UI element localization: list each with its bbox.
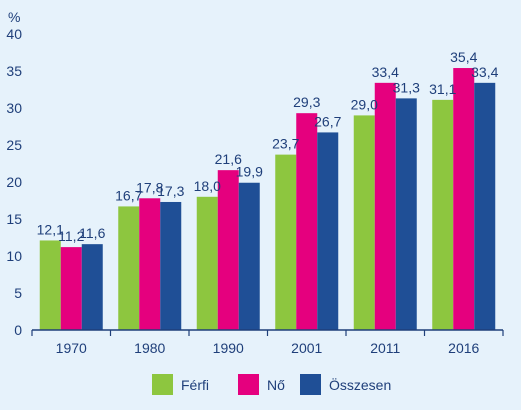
value-label: 16,7: [115, 187, 142, 203]
value-labels-group: 12,111,211,6 16,717,817,3 18,0 21,619,9 23,7…: [37, 49, 499, 244]
bar-2001-összesen: [317, 132, 339, 330]
x-axis-tick-labels: 1970 1980 1990 2001 2011 2016: [56, 340, 480, 356]
y-tick-label: 20: [6, 174, 22, 190]
y-tick-label: 40: [6, 26, 22, 42]
bar-2016-összesen: [474, 82, 496, 330]
value-label: 12,1: [37, 221, 64, 237]
value-label: 17,8: [136, 179, 163, 195]
x-tick-label: 1980: [134, 340, 165, 356]
legend-swatch-1: [152, 374, 173, 395]
value-label: 26,7: [314, 113, 341, 129]
y-tick-label: 5: [14, 285, 22, 301]
y-tick-label: 15: [6, 211, 22, 227]
bar-1970-összesen: [81, 244, 103, 330]
y-axis-ticks: 0 5 10 15 20 25 30 35 40: [6, 26, 22, 338]
value-label: 11,6: [79, 225, 105, 241]
legend-label: Összesen: [329, 376, 391, 393]
value-label: 29,0: [351, 96, 378, 112]
value-label: 21,6: [215, 151, 242, 167]
y-tick-label: 25: [6, 137, 22, 153]
value-label: 29,3: [293, 94, 320, 110]
bar-1990-nő: [217, 170, 239, 330]
bar-1990-férfi: [196, 196, 218, 330]
bar-1980-összesen: [160, 201, 182, 330]
x-tick-label: 1990: [213, 340, 244, 356]
value-label: 17,3: [157, 183, 184, 199]
legend-label: Férfi: [181, 377, 209, 393]
bar-2001-férfi: [275, 154, 297, 330]
x-tick-label: 2011: [370, 340, 400, 356]
bar-1970-nő: [60, 247, 82, 330]
bar-1980-férfi: [118, 206, 140, 330]
legend-label: Nő: [267, 377, 285, 393]
value-label: 19,9: [236, 164, 263, 180]
value-label: 18,0: [194, 178, 221, 194]
value-label: 23,7: [272, 136, 299, 152]
legend-swatch-2: [238, 374, 259, 395]
x-tick-label: 2001: [291, 340, 322, 356]
bar-1980-nő: [139, 198, 161, 330]
x-tick-label: 1970: [56, 340, 87, 356]
y-tick-label: 35: [6, 63, 22, 79]
bar-2016-férfi: [432, 99, 454, 330]
bar-2011-férfi: [353, 115, 375, 331]
bar-2016-nő: [453, 68, 475, 330]
y-tick-label: 0: [14, 322, 22, 338]
bar-2011-összesen: [395, 98, 417, 330]
bar-1970-férfi: [39, 240, 61, 330]
y-tick-label: 30: [6, 100, 22, 116]
value-label: 31,3: [393, 79, 420, 95]
x-tick-label: 2016: [448, 340, 479, 356]
bar-2011-nő: [374, 82, 396, 330]
value-label: 33,4: [471, 64, 498, 80]
value-label: 35,4: [450, 49, 477, 65]
bar-2001-nő: [296, 113, 318, 331]
value-label: 11,2: [58, 228, 84, 244]
y-tick-label: 10: [6, 248, 22, 264]
bar-1990-összesen: [238, 182, 260, 330]
value-label: 33,4: [372, 64, 399, 80]
value-label: 31,1: [429, 81, 456, 97]
legend-swatch-3: [300, 374, 321, 395]
y-axis-unit-label: %: [8, 9, 20, 25]
bars-group: [39, 68, 496, 331]
legend: Férfi Nő Összesen: [152, 374, 391, 395]
x-axis: [31, 329, 504, 336]
